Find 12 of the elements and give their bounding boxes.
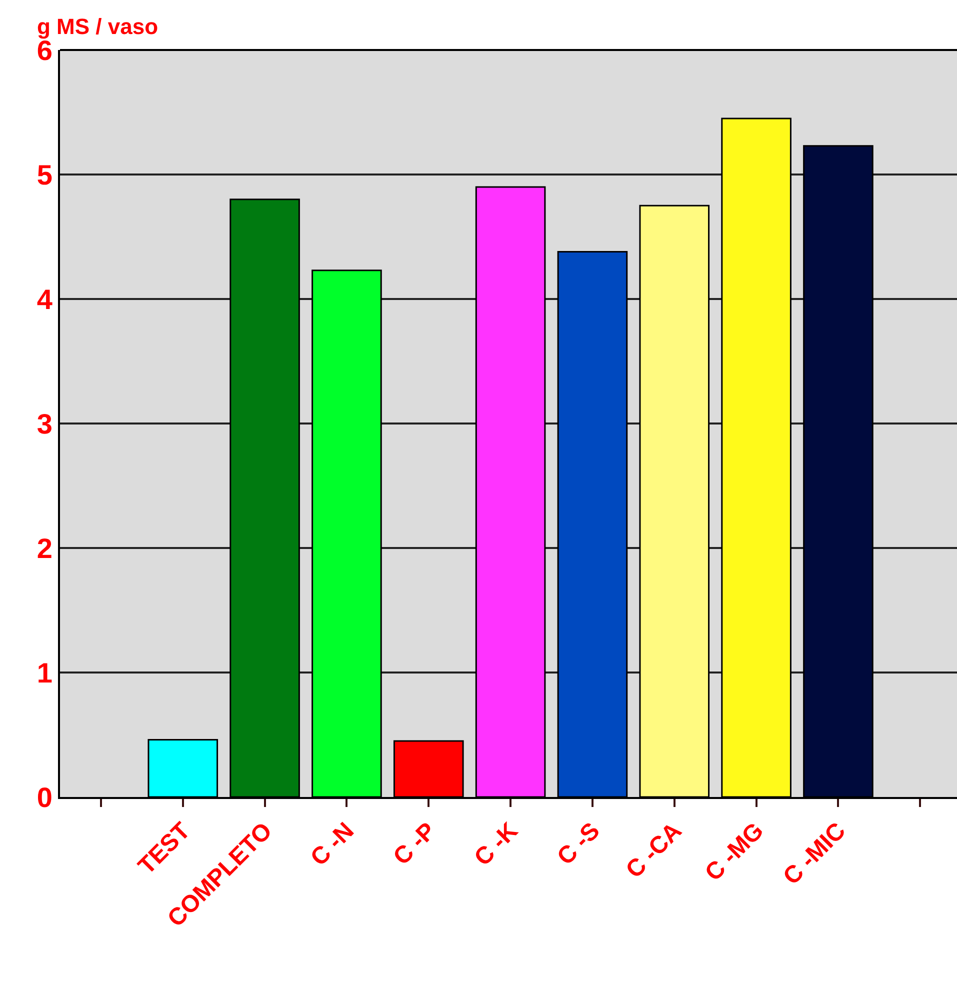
x-tick-label: C -MG — [700, 817, 770, 886]
y-tick-label: 3 — [36, 408, 52, 440]
y-tick-label: 1 — [36, 657, 52, 688]
x-tick-label: C -S — [552, 817, 606, 870]
x-tick-label: C -CA — [620, 817, 688, 884]
y-tick-label: 0 — [36, 782, 52, 813]
y-tick-label: 5 — [36, 159, 52, 190]
x-tick-label: C -P — [388, 817, 442, 870]
y-tick-label: 2 — [36, 532, 52, 564]
y-tick-label: 4 — [36, 284, 53, 315]
x-tick-label: C -K — [469, 816, 524, 872]
x-tick-label: C -N — [305, 817, 360, 872]
